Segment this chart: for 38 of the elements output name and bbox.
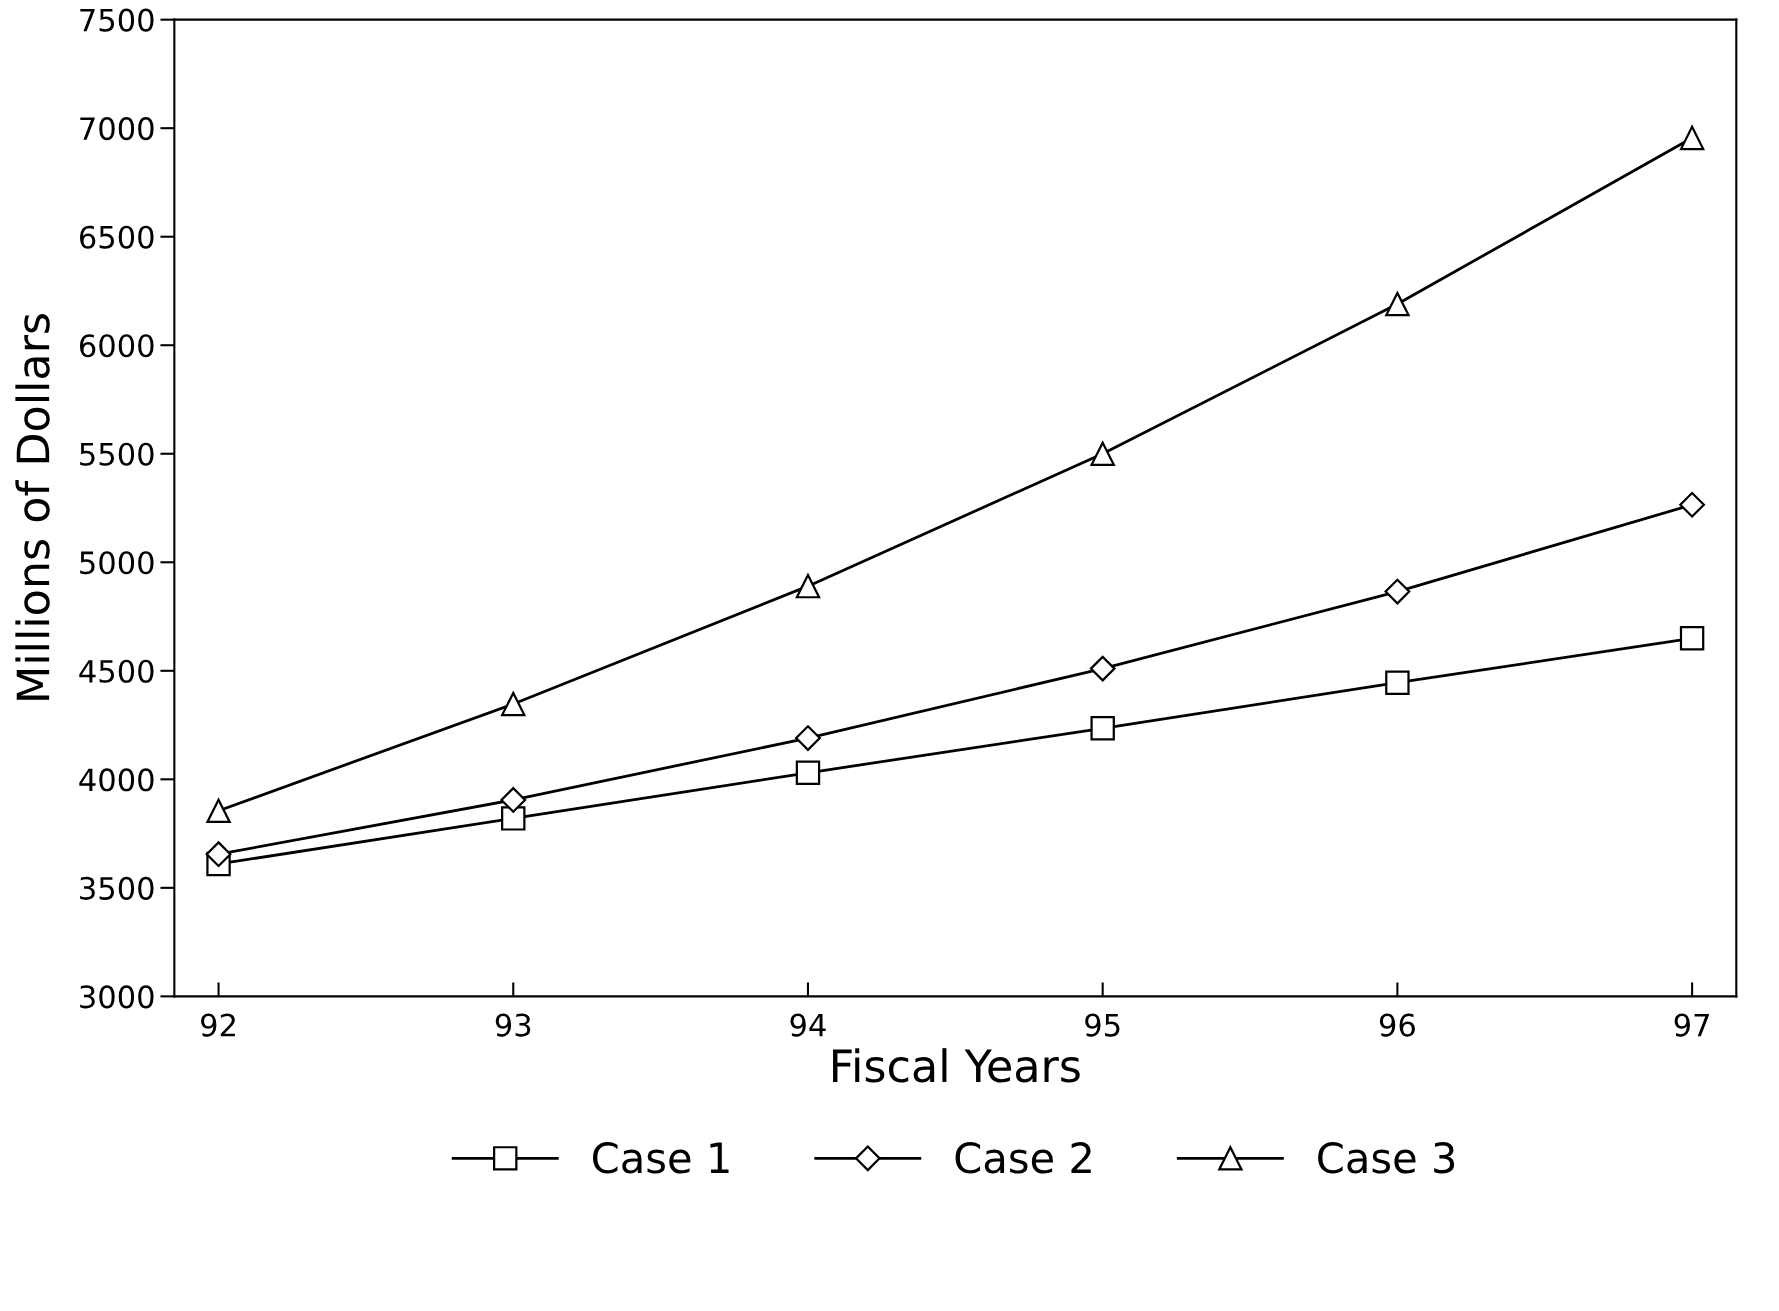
point [1385,291,1410,317]
point [1384,578,1411,605]
point [795,573,821,599]
point [205,841,232,868]
x-tick-label: 97 [1674,1013,1709,1037]
point [1090,716,1115,741]
y-tick-label: 3000 [80,985,154,1009]
y-tick-label: 5500 [80,442,154,466]
point [1385,670,1410,695]
y-tick-label: 7500 [80,8,154,32]
point [1090,441,1115,466]
x-tick-label: 93 [495,1013,531,1037]
x-tick-label: 96 [1379,1013,1415,1037]
y-tick-label: 6000 [79,334,154,358]
y-tick-label: 5000 [80,551,154,575]
point [501,691,526,717]
x-tick-label: 94 [790,1013,826,1037]
legend-label: Case 3 [1318,1142,1455,1174]
point [500,787,527,813]
point [501,806,526,831]
point [206,798,231,824]
legend-label: Case 2 [955,1142,1091,1174]
y-tick-label: 4000 [79,768,154,792]
point [1679,491,1705,518]
x-tick-label: 92 [201,1013,235,1037]
y-tick-label: 4500 [79,659,154,683]
legend-label: Case 1 [592,1142,729,1174]
point [1679,626,1705,651]
point [795,725,821,751]
y-axis-title: Millions of Dollars [15,314,50,700]
y-tick-label: 3500 [80,876,154,900]
y-tick-label: 7000 [80,117,154,141]
x-tick-label: 95 [1085,1013,1120,1037]
point [795,760,821,786]
point [1679,125,1705,151]
point [1089,655,1116,682]
x-axis-title: Fiscal Years [833,1048,1080,1083]
y-tick-label: 6500 [79,225,154,249]
